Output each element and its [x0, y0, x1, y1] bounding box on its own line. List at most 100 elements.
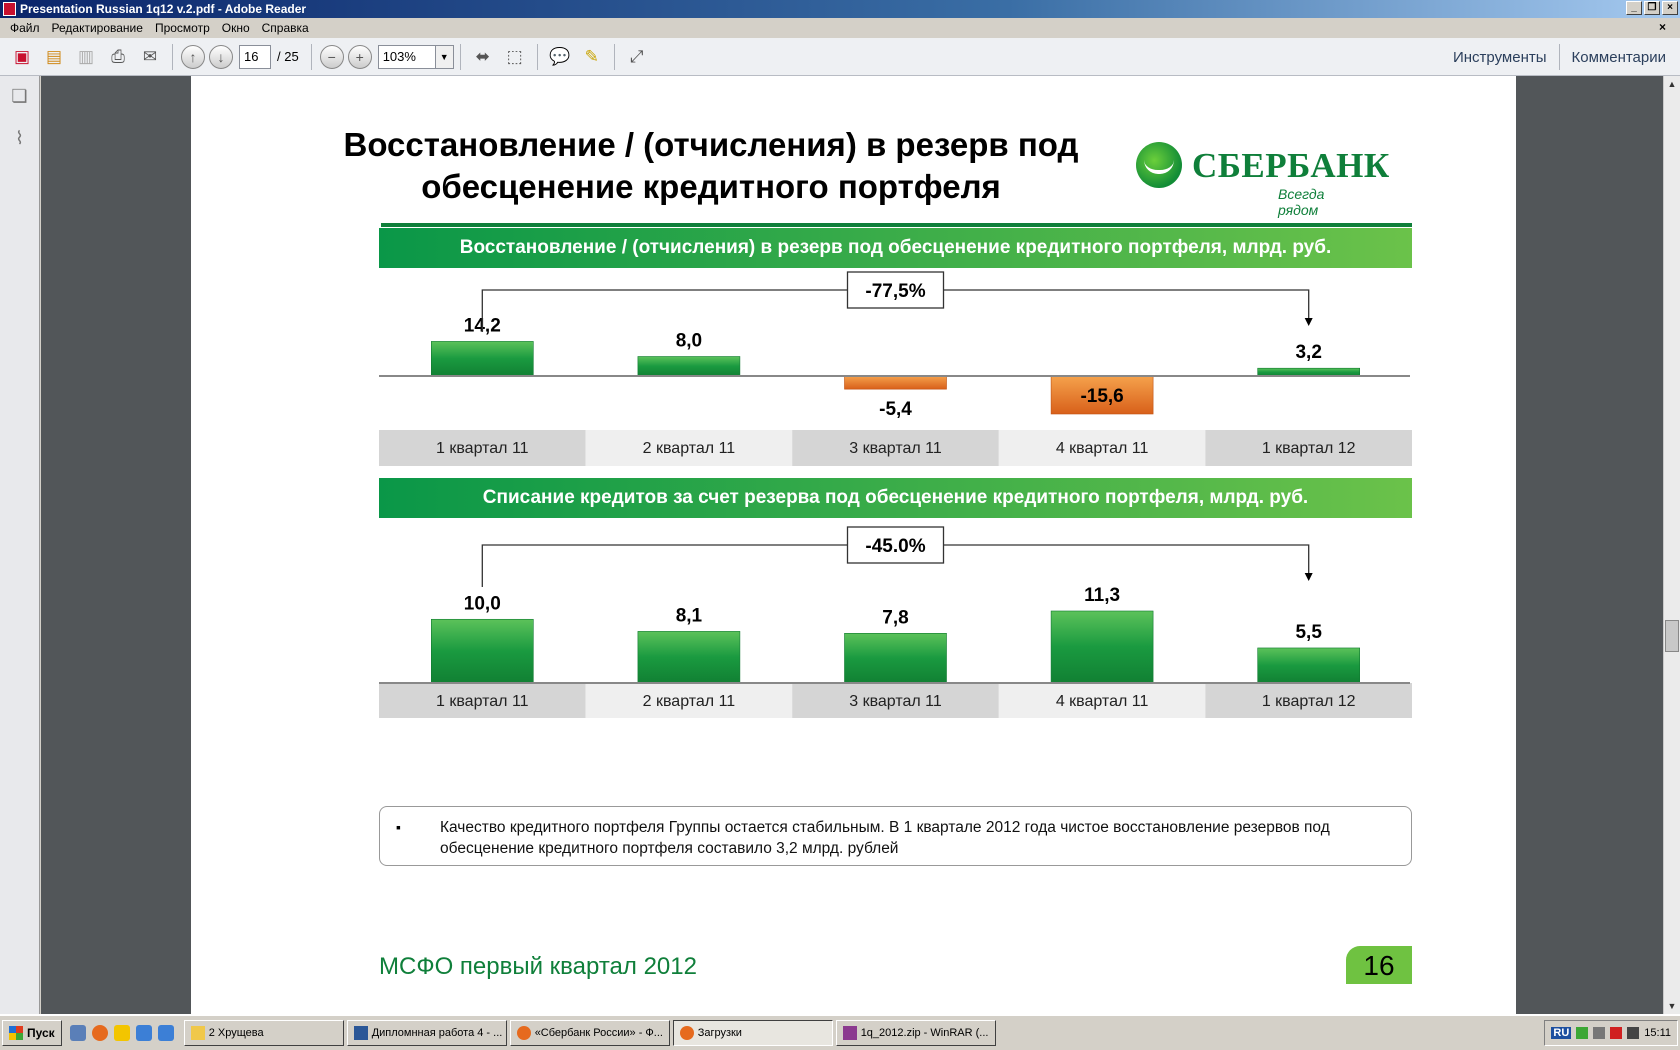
show-desktop-icon[interactable]: [69, 1025, 86, 1041]
menu-view[interactable]: Просмотр: [154, 21, 210, 35]
category-cell: [379, 683, 586, 718]
chart-provisions: 1 квартал 11 2 квартал 11 3 квартал 11 4 кв…: [379, 271, 1412, 466]
comment-icon[interactable]: 💬: [549, 46, 571, 66]
fit-page-icon[interactable]: ⬚: [506, 46, 523, 66]
fit-width-icon[interactable]: ⬌: [475, 46, 490, 66]
bar: [637, 631, 741, 684]
next-page-icon[interactable]: ↓: [209, 44, 233, 69]
attachments-icon[interactable]: ⌇: [15, 128, 24, 148]
winrar-icon: [842, 1026, 857, 1040]
category-label: 3 квартал 11: [849, 693, 942, 710]
chevron-down-icon[interactable]: ▼: [434, 45, 453, 68]
note-text: Качество кредитного портфеля Группы оста…: [440, 819, 1330, 857]
change-box: [846, 271, 945, 309]
task-explorer[interactable]: 2 Хрущева: [183, 1020, 344, 1046]
zoom-value: 103%: [382, 48, 416, 64]
tray-device-icon[interactable]: [1627, 1027, 1640, 1039]
sberbank-logo: СБЕРБАНК Всегда рядом: [1136, 142, 1389, 218]
task-firefox[interactable]: «Сбербанк России» - Ф...: [509, 1020, 670, 1046]
chart2-title: Списание кредитов за счет резерва под об…: [379, 478, 1412, 518]
data-label: 7,8: [882, 607, 908, 628]
tray-antivirus-icon[interactable]: [1610, 1027, 1623, 1039]
zoom-out-icon[interactable]: −: [319, 44, 344, 69]
category-cell: [585, 430, 793, 466]
menu-file[interactable]: Файл: [10, 21, 40, 35]
slide-page-number: 16: [1346, 946, 1412, 984]
toolbar-separator: [613, 43, 615, 70]
highlight-icon[interactable]: ✎: [584, 46, 599, 66]
zoom-in-icon[interactable]: +: [347, 44, 372, 69]
menu-edit[interactable]: Редактирование: [51, 21, 143, 35]
tools-pane-button[interactable]: Инструменты: [1452, 48, 1547, 66]
firefox-icon[interactable]: [91, 1025, 108, 1041]
sberbank-logo-mark: [1136, 142, 1182, 188]
task-label: 1q_2012.zip - WinRAR (...: [860, 1027, 989, 1039]
create-pdf-icon[interactable]: ▣: [13, 46, 31, 66]
ie-icon[interactable]: [135, 1025, 152, 1041]
category-label: 3 квартал 11: [849, 440, 942, 457]
folder-icon: [190, 1026, 205, 1040]
data-label: -5,4: [879, 399, 912, 420]
comments-pane-button[interactable]: Комментарии: [1571, 48, 1666, 66]
tray-volume-icon[interactable]: [1593, 1027, 1606, 1039]
print-icon[interactable]: ⎙: [111, 46, 125, 66]
adobe-reader-icon: [3, 2, 16, 16]
opera-icon[interactable]: [113, 1025, 130, 1041]
page-total: / 25: [277, 49, 299, 64]
category-label: 1 квартал 12: [1262, 440, 1356, 457]
category-label: 4 квартал 11: [1056, 440, 1149, 457]
save-icon[interactable]: ▥: [77, 46, 95, 66]
task-word[interactable]: Дипломнная работа 4 - ...: [346, 1020, 507, 1046]
category-label: 4 квартал 11: [1056, 693, 1149, 710]
chart-write-offs: 1 квартал 11 2 квартал 11 3 квартал 11 4 кв…: [379, 526, 1412, 718]
bar: [1257, 367, 1361, 377]
fullscreen-icon[interactable]: ⤢: [629, 46, 644, 66]
change-box: [846, 526, 945, 564]
title-divider: [381, 223, 1412, 227]
ie-alt-icon[interactable]: [157, 1025, 174, 1041]
category-cell: [792, 683, 999, 718]
menu-help[interactable]: Справка: [261, 21, 309, 35]
minimize-button[interactable]: _: [1626, 1, 1642, 15]
toolbar-separator: [459, 43, 461, 70]
scroll-up-icon[interactable]: ▲: [1667, 79, 1677, 89]
menu-window[interactable]: Окно: [221, 21, 250, 35]
restore-button[interactable]: ❐: [1644, 1, 1660, 15]
language-indicator[interactable]: RU: [1551, 1027, 1572, 1039]
scroll-thumb[interactable]: [1665, 620, 1679, 652]
slide-title-line-2: обесценение кредитного портфеля: [421, 168, 1001, 205]
previous-page-icon[interactable]: ↑: [181, 44, 205, 69]
zoom-select[interactable]: 103% ▼: [377, 44, 454, 69]
system-tray: RU 15:11: [1544, 1020, 1678, 1046]
scroll-down-icon[interactable]: ▼: [1667, 1001, 1677, 1011]
tray-network-icon[interactable]: [1576, 1027, 1589, 1039]
bar: [844, 633, 947, 684]
category-label: 2 квартал 11: [643, 440, 736, 457]
slide-title-line-1: Восстановление / (отчисления) в резерв п…: [343, 126, 1079, 163]
category-label: 1 квартал 12: [1262, 693, 1356, 710]
document-viewport[interactable]: Восстановление / (отчисления) в резерв п…: [41, 76, 1663, 1014]
start-button[interactable]: Пуск: [2, 1020, 62, 1046]
toolbar: ▣ ▤ ▥ ⎙ ✉ ↑ ↓ 16 / 25 − + 103% ▼ ⬌ ⬚ 💬 ✎…: [0, 38, 1680, 76]
slide-title: Восстановление / (отчисления) в резерв п…: [331, 124, 1091, 208]
vertical-scrollbar[interactable]: ▲ ▼: [1663, 76, 1680, 1014]
bar: [430, 341, 534, 377]
data-label: 3,2: [1295, 342, 1321, 363]
window-titlebar: Presentation Russian 1q12 v.2.pdf - Adob…: [0, 0, 1680, 18]
document-close-icon[interactable]: ×: [1658, 20, 1666, 34]
bar: [637, 356, 741, 377]
task-downloads[interactable]: Загрузки: [672, 1020, 833, 1046]
word-icon: [353, 1026, 368, 1040]
close-button[interactable]: ×: [1662, 1, 1678, 15]
pages-icon[interactable]: ❏: [11, 86, 28, 106]
email-icon[interactable]: ✉: [142, 46, 158, 66]
open-icon[interactable]: ▤: [45, 46, 63, 66]
firefox-icon: [679, 1026, 694, 1040]
pdf-page: Восстановление / (отчисления) в резерв п…: [191, 76, 1516, 1014]
note-bullet: ▪: [396, 819, 401, 835]
toolbar-separator: [310, 43, 312, 70]
page-number-input[interactable]: 16: [239, 44, 271, 69]
data-label: -15,6: [1080, 386, 1123, 407]
task-winrar[interactable]: 1q_2012.zip - WinRAR (...: [835, 1020, 996, 1046]
change-label: -45.0%: [865, 536, 925, 557]
